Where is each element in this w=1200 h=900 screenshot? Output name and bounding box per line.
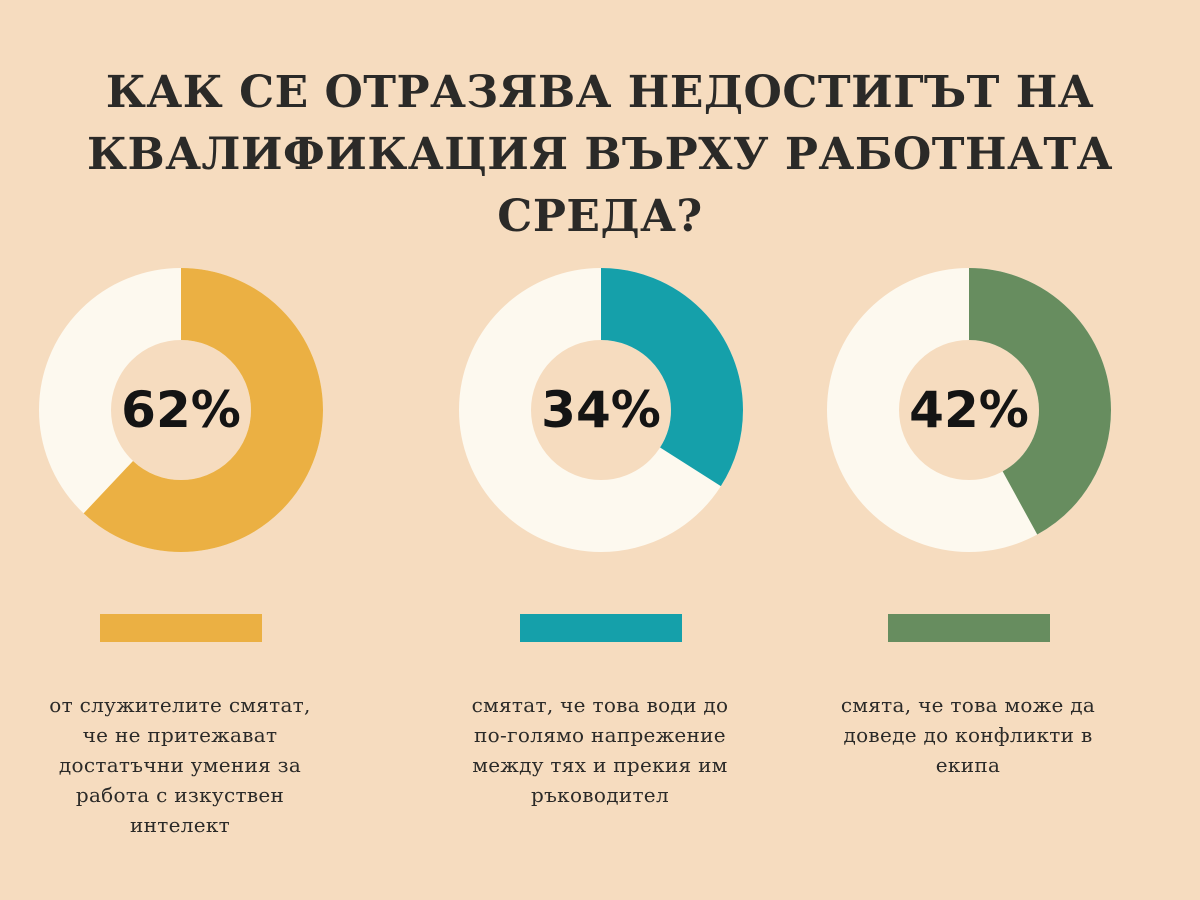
percentage-label-3: 42% xyxy=(909,381,1029,439)
donut-chart-1 xyxy=(39,268,323,552)
description-3-line-3: екипа xyxy=(935,753,1001,777)
description-2-line-1: смятат, че това води до xyxy=(471,693,729,717)
description-1-line-1: от служителите смятат, xyxy=(49,693,311,717)
description-2-line-4: ръководител xyxy=(531,783,669,807)
percentage-label-2: 34% xyxy=(541,381,661,439)
description-2-line-2: по-голямо напрежение xyxy=(474,723,726,747)
legend-swatch-3 xyxy=(888,614,1050,642)
description-1-line-5: интелект xyxy=(129,813,231,837)
percentage-label-1: 62% xyxy=(121,381,241,439)
description-2: смятат, че това води до по-голямо напреж… xyxy=(450,690,750,810)
legend-swatch-2 xyxy=(520,614,682,642)
description-1-line-4: работа с изкуствен xyxy=(75,783,285,807)
legend-swatch-1 xyxy=(100,614,262,642)
description-1: от служителите смятат, че не притежават … xyxy=(30,690,330,840)
title-line-1: КАК СЕ ОТРАЗЯВА НЕДОСТИГЪТ НА xyxy=(105,67,1095,118)
description-3: смята, че това може да доведе до конфлик… xyxy=(818,690,1118,780)
donut-slice-3 xyxy=(827,268,1111,552)
chart-title: КАК СЕ ОТРАЗЯВА НЕДОСТИГЪТ НА КВАЛИФИКАЦ… xyxy=(0,62,1200,248)
description-3-line-1: смята, че това може да xyxy=(840,693,1096,717)
donut-slice-2 xyxy=(459,268,743,552)
title-line-2: КВАЛИФИКАЦИЯ ВЪРХУ РАБОТНАТА СРЕДА? xyxy=(86,129,1114,242)
donut-slice-1 xyxy=(39,268,323,552)
description-2-line-3: между тях и прекия им xyxy=(472,753,728,777)
description-3-line-2: доведе до конфликти в xyxy=(843,723,1093,747)
donut-chart-3 xyxy=(827,268,1111,552)
donut-chart-2 xyxy=(459,268,743,552)
description-1-line-2: че не притежават xyxy=(82,723,278,747)
description-1-line-3: достатъчни умения за xyxy=(58,753,302,777)
